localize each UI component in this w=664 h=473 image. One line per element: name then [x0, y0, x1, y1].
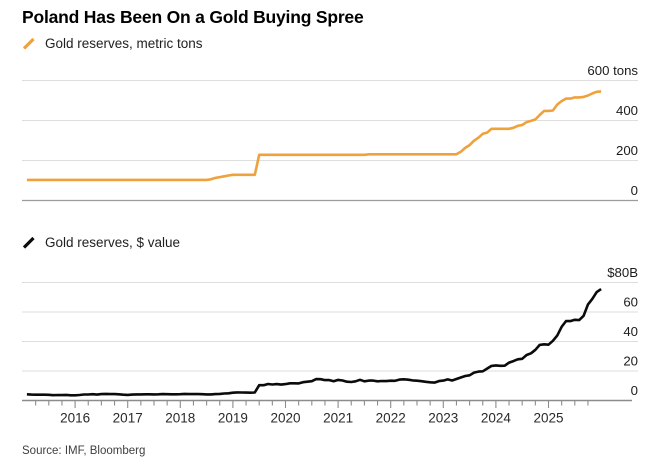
y-tick-label: 60 [623, 295, 638, 310]
source-note: Source: IMF, Bloomberg [22, 445, 146, 457]
x-tick-label: 2018 [165, 411, 195, 426]
x-tick-label: 2022 [376, 411, 406, 426]
legend-value: Gold reserves, $ value [22, 235, 180, 250]
tons-chart: 0 200 400 600 tons [22, 63, 638, 202]
legend-tons-label: Gold reserves, metric tons [45, 36, 203, 51]
y-tick-label: 200 [616, 143, 638, 158]
x-tick-label: 2023 [428, 411, 458, 426]
y-tick-label: 0 [631, 383, 638, 398]
x-tick-label: 2020 [270, 411, 300, 426]
y-tick-label: 40 [623, 324, 638, 339]
x-tick-label: 2025 [533, 411, 563, 426]
x-tick-label: 2016 [60, 411, 90, 426]
legend-slash-icon-value [22, 236, 35, 249]
gold-reserves-dollar-value-line [26, 288, 602, 397]
y-tick-label: 20 [623, 354, 638, 369]
y-tick-label: 0 [631, 183, 638, 198]
y-tick-label: 600 tons [587, 63, 638, 78]
x-tick-label: 2019 [218, 411, 248, 426]
legend-slash-icon-tons [22, 37, 35, 50]
gold-reserves-metric-tons-line [26, 90, 602, 182]
value-chart: 0 20 40 60 $80B 2016 2017 2018 2019 2020 2021 2022 2… [22, 265, 638, 426]
x-tick-label: 2021 [323, 411, 353, 426]
x-tick-label: 2024 [481, 411, 512, 426]
x-tick-label: 2017 [113, 411, 143, 426]
legend-tons: Gold reserves, metric tons [22, 36, 203, 51]
y-tick-label: 400 [616, 103, 638, 118]
chart-title: Poland Has Been On a Gold Buying Spree [22, 7, 364, 27]
legend-value-label: Gold reserves, $ value [45, 235, 181, 250]
y-tick-label: $80B [607, 265, 638, 280]
